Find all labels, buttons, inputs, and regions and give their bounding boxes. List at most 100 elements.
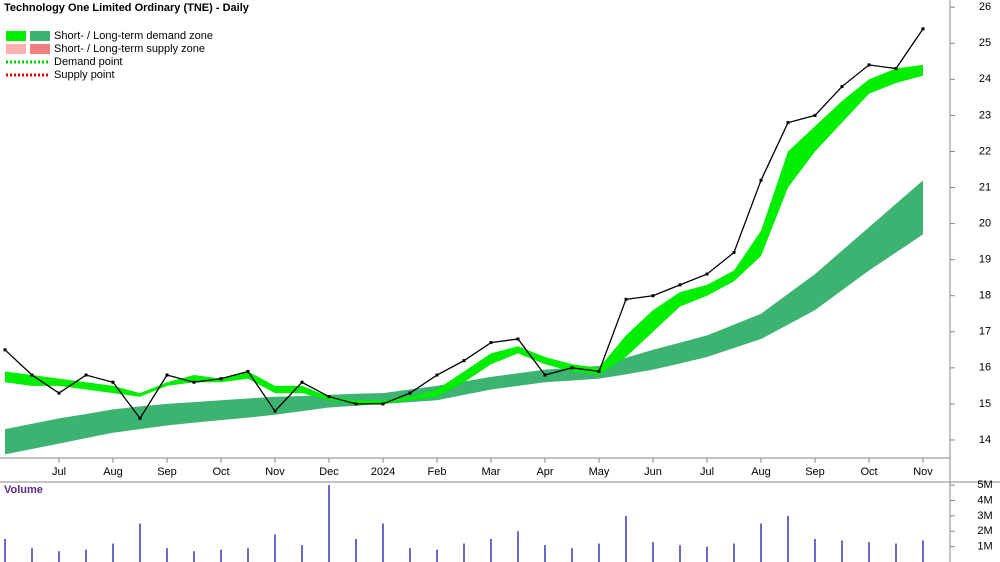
price-point [489, 341, 493, 345]
price-point [435, 373, 439, 377]
y-tick-label: 20 [979, 217, 991, 229]
x-tick-label: Feb [428, 466, 447, 478]
price-point [192, 380, 196, 384]
price-point [327, 395, 331, 399]
x-tick-label: Sep [805, 466, 825, 478]
price-point [84, 373, 88, 377]
volume-bar [544, 545, 546, 562]
price-point [921, 27, 925, 31]
y-tick-label: 14 [979, 434, 991, 446]
price-point [354, 402, 358, 406]
price-point [408, 391, 412, 395]
price-point [165, 373, 169, 377]
zone-band [5, 180, 923, 455]
volume-bar [139, 523, 141, 562]
x-tick-label: Nov [913, 466, 933, 478]
price-point [462, 359, 466, 363]
x-tick-label: Dec [319, 466, 339, 478]
volume-bar [760, 523, 762, 562]
price-point [219, 377, 223, 381]
volume-bar [274, 534, 276, 562]
x-tick-label: Sep [157, 466, 177, 478]
price-point [516, 337, 520, 341]
y-tick-label: 22 [979, 145, 991, 157]
price-point [705, 272, 709, 276]
y-tick-label: 5M [977, 479, 992, 491]
volume-bar [112, 543, 114, 562]
y-tick-label: 15 [979, 398, 991, 410]
price-point [651, 294, 655, 298]
legend-swatch [30, 31, 50, 41]
x-tick-label: Aug [103, 466, 123, 478]
volume-bar [4, 538, 6, 562]
volume-bar [652, 542, 654, 562]
price-point [759, 178, 763, 182]
price-point [678, 283, 682, 287]
volume-bar [31, 548, 33, 562]
volume-bar [787, 515, 789, 562]
y-tick-label: 21 [979, 181, 991, 193]
volume-bar [301, 545, 303, 562]
price-point [381, 402, 385, 406]
legend-label: Short- / Long-term supply zone [54, 43, 205, 55]
x-tick-label: Jul [52, 466, 66, 478]
price-point [732, 250, 736, 254]
price-point [624, 297, 628, 301]
price-point [3, 348, 7, 352]
volume-bar [85, 549, 87, 562]
volume-bar [409, 548, 411, 562]
y-tick-label: 17 [979, 326, 991, 338]
price-point [543, 373, 547, 377]
volume-bar [598, 543, 600, 562]
y-tick-label: 4M [977, 494, 992, 506]
chart-title: Technology One Limited Ordinary (TNE) - … [4, 2, 250, 14]
volume-bar [355, 538, 357, 562]
volume-bar [895, 543, 897, 562]
y-tick-label: 18 [979, 290, 991, 302]
volume-bar [922, 540, 924, 562]
legend-label: Demand point [54, 56, 123, 68]
y-tick-label: 2M [977, 525, 992, 537]
volume-bar [814, 538, 816, 562]
price-point [57, 391, 61, 395]
legend-label: Supply point [54, 69, 115, 81]
price-point [300, 380, 304, 384]
x-tick-label: Nov [265, 466, 285, 478]
volume-bar [220, 549, 222, 562]
x-tick-label: Jul [700, 466, 714, 478]
x-tick-label: May [589, 466, 610, 478]
volume-bar [490, 538, 492, 562]
price-point [813, 113, 817, 117]
volume-bar [328, 485, 330, 562]
price-point [894, 67, 898, 71]
volume-bar [463, 543, 465, 562]
volume-bar [868, 542, 870, 562]
legend-label: Short- / Long-term demand zone [54, 30, 213, 42]
volume-title: Volume [4, 484, 43, 496]
x-tick-label: Aug [751, 466, 771, 478]
price-point [840, 85, 844, 89]
y-tick-label: 19 [979, 254, 991, 266]
volume-bar [679, 545, 681, 562]
volume-bar [625, 515, 627, 562]
legend-swatch [6, 44, 26, 54]
volume-bar [247, 548, 249, 562]
x-tick-label: Mar [482, 466, 501, 478]
y-tick-label: 26 [979, 1, 991, 13]
x-tick-label: Oct [860, 466, 877, 478]
price-point [273, 409, 277, 413]
volume-bar [193, 551, 195, 562]
volume-bar [436, 549, 438, 562]
x-tick-label: Oct [212, 466, 229, 478]
volume-bar [517, 531, 519, 562]
y-tick-label: 24 [979, 73, 991, 85]
y-tick-label: 25 [979, 37, 991, 49]
price-point [570, 366, 574, 370]
price-point [786, 121, 790, 125]
price-point [597, 369, 601, 373]
price-point [111, 380, 115, 384]
y-tick-label: 23 [979, 109, 991, 121]
x-tick-label: Apr [536, 466, 553, 478]
